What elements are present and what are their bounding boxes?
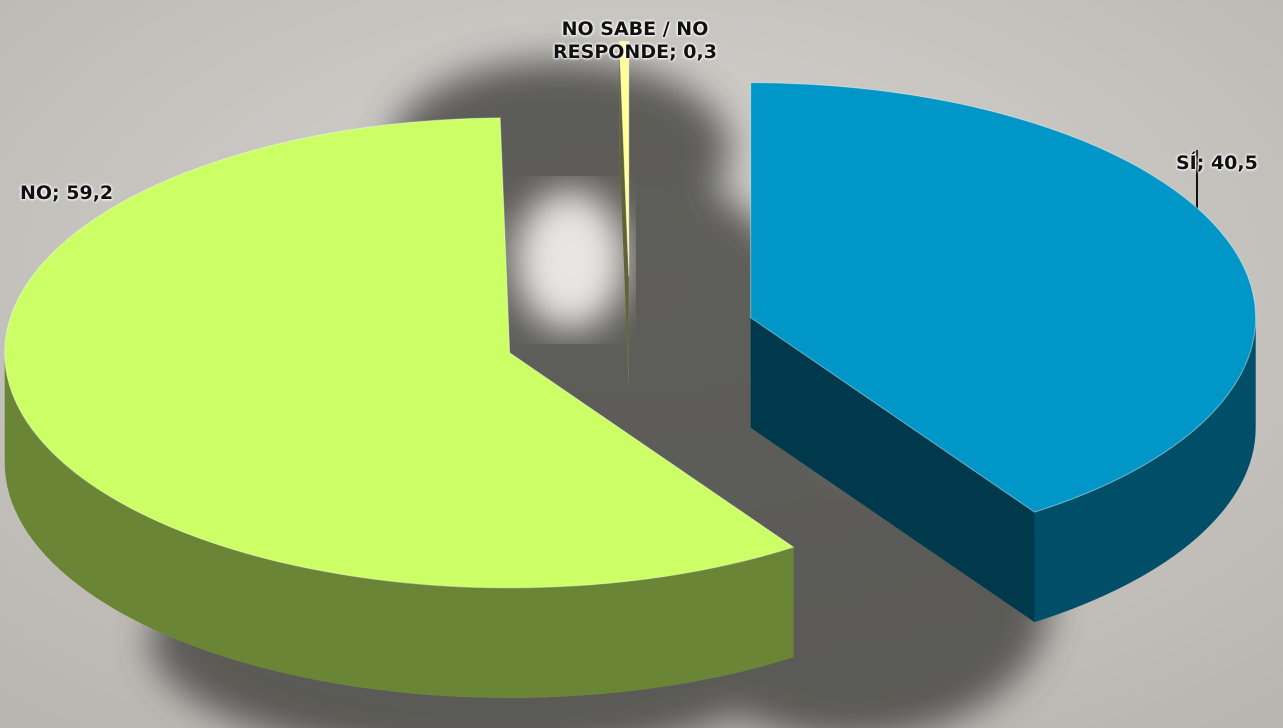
slice-side: [1034, 317, 1256, 623]
data-label: SÍ; 40,5: [1176, 152, 1258, 174]
slice-top: [4, 117, 795, 589]
slice-shade: [750, 317, 1035, 623]
slice-shade: [4, 352, 794, 698]
slice-side: [4, 352, 794, 698]
slice-top: [618, 40, 630, 277]
slice-top: [750, 82, 1257, 513]
slice-shade: [619, 41, 629, 387]
data-label: NO SABE / NO RESPONDE; 0,3: [553, 18, 717, 63]
pie-slice: [618, 40, 630, 387]
data-label: NO; 59,2: [20, 182, 114, 204]
pie-slice: [4, 117, 795, 698]
slice-shade: [1034, 317, 1256, 623]
pie-slice: [750, 82, 1257, 623]
